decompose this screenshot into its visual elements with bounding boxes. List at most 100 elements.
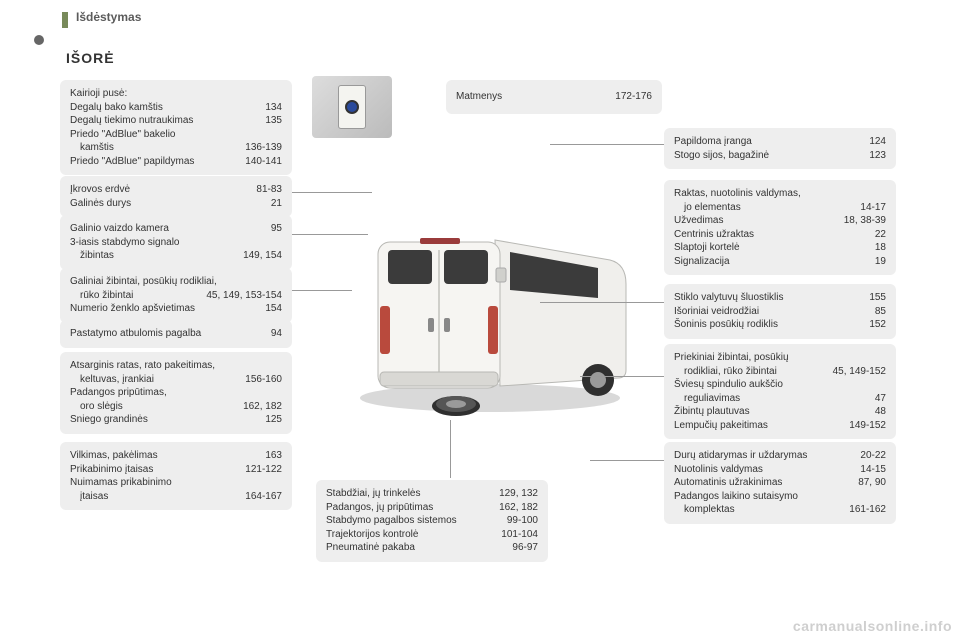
callout-row: Pastatymo atbulomis pagalba94 bbox=[70, 327, 282, 341]
callout-label: Automatinis užrakinimas bbox=[674, 476, 826, 490]
callout-label: Šviesų spindulio aukščio bbox=[674, 378, 886, 392]
callout-row: reguliavimas 47 bbox=[674, 392, 886, 406]
callout-pages: 140-141 bbox=[234, 155, 282, 169]
callout-label: Raktas, nuotolinis valdymas, bbox=[674, 187, 886, 201]
leader-line bbox=[580, 376, 664, 377]
callout-label: Stabdžiai, jų trinkelės bbox=[326, 487, 478, 501]
callout-pages: 14-15 bbox=[838, 463, 886, 477]
callout-row: įtaisas164-167 bbox=[70, 490, 282, 504]
callout-label: rodikliai, rūko žibintai bbox=[674, 365, 821, 379]
callout-label: Šoninis posūkių rodiklis bbox=[674, 318, 826, 332]
callout-row: Matmenys172-176 bbox=[456, 90, 652, 104]
leader-line bbox=[292, 290, 352, 291]
callout-row: Vilkimas, pakėlimas163 bbox=[70, 449, 282, 463]
callout-pages: 125 bbox=[234, 413, 282, 427]
leader-line bbox=[292, 234, 368, 235]
callout-label: Įkrovos erdvė bbox=[70, 183, 222, 197]
callout-label: Sniego grandinės bbox=[70, 413, 222, 427]
callout-label: Prikabinimo įtaisas bbox=[70, 463, 222, 477]
leader-line bbox=[450, 420, 451, 478]
callout-pages: 14-17 bbox=[838, 201, 886, 215]
callout-pages: 156-160 bbox=[234, 373, 282, 387]
callout-box-rearlamps: Galiniai žibintai, posūkių rodikliai,rūk… bbox=[60, 268, 292, 323]
callout-label: Vilkimas, pakėlimas bbox=[70, 449, 222, 463]
callout-label: Galinio vaizdo kamera bbox=[70, 222, 222, 236]
callout-label: Padangos pripūtimas, bbox=[70, 386, 282, 400]
callout-pages: 129, 132 bbox=[490, 487, 538, 501]
callout-row: Šoninis posūkių rodiklis 152 bbox=[674, 318, 886, 332]
callout-row: Priedo "AdBlue" bakelio bbox=[70, 128, 282, 142]
callout-pages: 19 bbox=[838, 255, 886, 269]
callout-label: Centrinis užraktas bbox=[674, 228, 826, 242]
callout-row: 3-iasis stabdymo signalo bbox=[70, 236, 282, 250]
callout-box-dimensions: Matmenys172-176 bbox=[446, 80, 662, 114]
callout-row: Priekiniai žibintai, posūkių bbox=[674, 351, 886, 365]
callout-row: Kairioji pusė: bbox=[70, 87, 282, 101]
callout-label: Trajektorijos kontrolė bbox=[326, 528, 478, 542]
callout-pages: 18 bbox=[838, 241, 886, 255]
callout-row: Įkrovos erdvė 81-83 bbox=[70, 183, 282, 197]
callout-row: Nuotolinis valdymas 14-15 bbox=[674, 463, 886, 477]
callout-row: Užvedimas18, 38-39 bbox=[674, 214, 886, 228]
callout-box-towing: Vilkimas, pakėlimas163Prikabinimo įtaisa… bbox=[60, 442, 292, 510]
callout-row: Stabdymo pagalbos sistemos 99-100 bbox=[326, 514, 538, 528]
callout-row: Sniego grandinės 125 bbox=[70, 413, 282, 427]
callout-row: žibintas 149, 154 bbox=[70, 249, 282, 263]
callout-label: Žibintų plautuvas bbox=[674, 405, 826, 419]
callout-row: Galinės durys21 bbox=[70, 197, 282, 211]
callout-label: Signalizacija bbox=[674, 255, 826, 269]
callout-row: Durų atidarymas ir uždarymas20-22 bbox=[674, 449, 886, 463]
callout-row: Trajektorijos kontrolė 101-104 bbox=[326, 528, 538, 542]
callout-pages: 95 bbox=[234, 222, 282, 236]
callout-label: keltuvas, įrankiai bbox=[70, 373, 222, 387]
callout-row: Stiklo valytuvų šluostiklis155 bbox=[674, 291, 886, 305]
callout-pages: 124 bbox=[838, 135, 886, 149]
callout-label: Pastatymo atbulomis pagalba bbox=[70, 327, 222, 341]
callout-box-rearcam: Galinio vaizdo kamera 953-iasis stabdymo … bbox=[60, 215, 292, 270]
callout-label: Kairioji pusė: bbox=[70, 87, 282, 101]
callout-row: Padangos laikino sutaisymo bbox=[674, 490, 886, 504]
callout-label: Pneumatinė pakaba bbox=[326, 541, 478, 555]
callout-row: Prikabinimo įtaisas121-122 bbox=[70, 463, 282, 477]
callout-label: žibintas bbox=[70, 249, 222, 263]
callout-pages: 47 bbox=[838, 392, 886, 406]
callout-label: Papildoma įranga bbox=[674, 135, 826, 149]
callout-label: Padangos laikino sutaisymo bbox=[674, 490, 886, 504]
callout-label: Atsarginis ratas, rato pakeitimas, bbox=[70, 359, 282, 373]
callout-pages: 149-152 bbox=[838, 419, 886, 433]
callout-pages: 152 bbox=[838, 318, 886, 332]
callout-row: Stabdžiai, jų trinkelės 129, 132 bbox=[326, 487, 538, 501]
tire-sensor-photo bbox=[312, 76, 392, 138]
callout-pages: 81-83 bbox=[234, 183, 282, 197]
callout-pages: 135 bbox=[234, 114, 282, 128]
callout-row: rodikliai, rūko žibintai45, 149-152 bbox=[674, 365, 886, 379]
callout-row: oro slėgis162, 182 bbox=[70, 400, 282, 414]
callout-box-accessories: Papildoma įranga 124 Stogo sijos, bagažinė… bbox=[664, 128, 896, 169]
callout-pages: 149, 154 bbox=[234, 249, 282, 263]
callout-label: Priedo "AdBlue" bakelio bbox=[70, 128, 282, 142]
callout-pages: 45, 149, 153-154 bbox=[206, 289, 282, 303]
callout-label: kamštis bbox=[70, 141, 222, 155]
callout-row: Šviesų spindulio aukščio bbox=[674, 378, 886, 392]
callout-label: Stabdymo pagalbos sistemos bbox=[326, 514, 478, 528]
callout-pages: 85 bbox=[838, 305, 886, 319]
callout-label: Nuotolinis valdymas bbox=[674, 463, 826, 477]
callout-row: Centrinis užraktas22 bbox=[674, 228, 886, 242]
callout-label: Priekiniai žibintai, posūkių bbox=[674, 351, 886, 365]
callout-pages: 99-100 bbox=[490, 514, 538, 528]
van-rear-illustration bbox=[340, 210, 640, 410]
watermark: carmanualsonline.info bbox=[793, 618, 952, 634]
callout-row: Signalizacija 19 bbox=[674, 255, 886, 269]
callout-label: rūko žibintai bbox=[70, 289, 194, 303]
callout-row: Raktas, nuotolinis valdymas, bbox=[674, 187, 886, 201]
callout-row: kamštis136-139 bbox=[70, 141, 282, 155]
callout-row: Galiniai žibintai, posūkių rodikliai, bbox=[70, 275, 282, 289]
callout-pages: 161-162 bbox=[838, 503, 886, 517]
leader-line bbox=[292, 192, 372, 193]
callout-row: Žibintų plautuvas 48 bbox=[674, 405, 886, 419]
callout-label: Stogo sijos, bagažinė bbox=[674, 149, 826, 163]
callout-pages: 101-104 bbox=[490, 528, 538, 542]
callout-label: reguliavimas bbox=[674, 392, 826, 406]
callout-row: Priedo "AdBlue" papildymas140-141 bbox=[70, 155, 282, 169]
callout-pages: 48 bbox=[838, 405, 886, 419]
